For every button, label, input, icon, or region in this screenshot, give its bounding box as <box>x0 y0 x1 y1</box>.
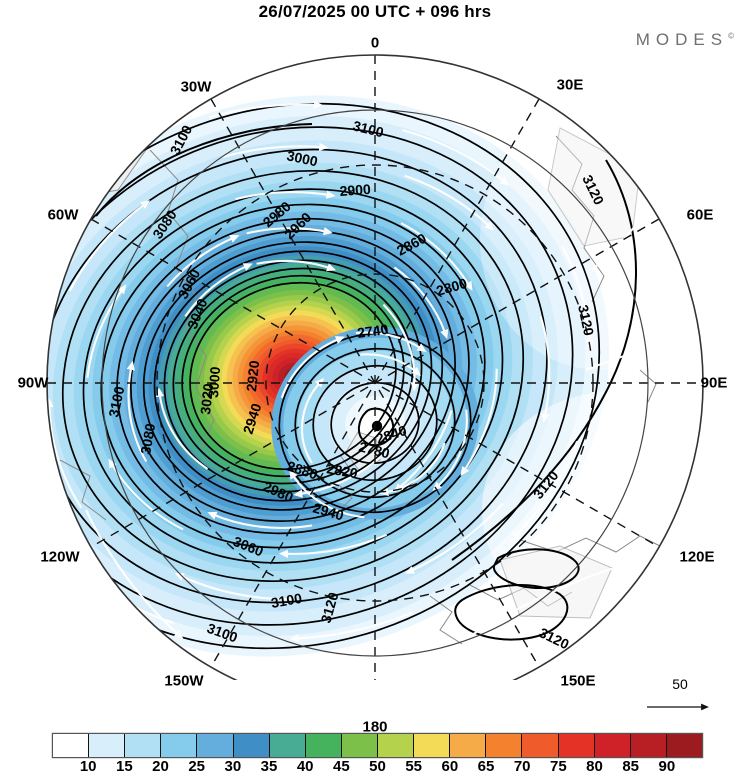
height-contours <box>47 102 637 650</box>
lon-label-0: 0 <box>370 34 380 52</box>
lon-label-90e: 90E <box>700 374 728 392</box>
colorbar-cell-17 <box>666 734 702 757</box>
colorbar-cell-6 <box>269 734 306 757</box>
colorbar <box>52 733 703 758</box>
colorbar-cell-4 <box>197 734 234 757</box>
colorbar-ticks: 10 15 20 25 30 35 40 45 50 55 60 65 70 75 80 85 90 <box>0 758 750 780</box>
lon-label-120w: 120W <box>40 548 80 566</box>
lon-label-90w: 90W <box>17 374 49 392</box>
colorbar-tick-15: 15 <box>115 758 133 775</box>
colorbar-cell-15 <box>594 734 631 757</box>
lon-label-30e: 30E <box>556 76 584 94</box>
colorbar-cell-3 <box>161 734 198 757</box>
modes-logo: MODES© <box>636 30 734 50</box>
lon-label-60e: 60E <box>686 206 714 224</box>
lon-label-150w: 150W <box>164 672 204 690</box>
colorbar-cell-5 <box>233 734 270 757</box>
low-center-dot <box>371 420 383 432</box>
colorbar-tick-55: 55 <box>405 758 422 775</box>
colorbar-cell-0 <box>53 734 90 757</box>
colorbar-cell-2 <box>125 734 162 757</box>
colorbar-tick-80: 80 <box>586 758 603 775</box>
colorbar-tick-20: 20 <box>152 758 169 775</box>
colorbar-cell-7 <box>305 734 342 757</box>
colorbar-cell-9 <box>377 734 415 757</box>
vector-scale-legend: 50 <box>645 676 715 716</box>
colorbar-cell-12 <box>486 734 523 757</box>
colorbar-tick-75: 75 <box>549 758 567 775</box>
colorbar-tick-65: 65 <box>477 758 495 775</box>
colorbar-cell-10 <box>414 734 451 757</box>
copyright-mark: © <box>728 31 734 41</box>
colorbar-cell-8 <box>341 734 378 757</box>
colorbar-tick-50: 50 <box>369 758 386 775</box>
latitude-circles <box>156 164 594 602</box>
vector-scale-arrow <box>647 703 709 711</box>
colorbar-tick-90: 90 <box>658 758 676 775</box>
colorbar-tick-35: 35 <box>260 758 278 775</box>
colorbar-tick-85: 85 <box>622 758 639 775</box>
page-title: 26/07/2025 00 UTC + 096 hrs <box>258 2 492 21</box>
colorbar-cell-13 <box>522 734 559 757</box>
vector-scale-label: 50 <box>672 676 688 692</box>
colorbar-tick-60: 60 <box>441 758 459 775</box>
colorbar-cell-11 <box>450 734 487 757</box>
lon-label-60w: 60W <box>47 206 79 224</box>
polar-map-plot <box>0 40 750 712</box>
lon-label-150e: 150E <box>560 672 596 690</box>
colorbar-cell-1 <box>89 734 126 757</box>
latitude-circle-outer <box>101 109 649 657</box>
polar-map-svg <box>46 54 704 712</box>
lon-label-120e: 120E <box>679 548 715 566</box>
colorbar-tick-40: 40 <box>296 758 314 775</box>
lon-label-30w: 30W <box>180 78 212 96</box>
lon-label-180: 180 <box>362 718 388 736</box>
colorbar-tick-70: 70 <box>513 758 531 775</box>
wind-streamlines <box>47 100 693 681</box>
brand-text: MODES <box>635 30 729 49</box>
colorbar-cell-16 <box>630 734 667 757</box>
colorbar-cell-14 <box>558 734 595 757</box>
colorbar-tick-30: 30 <box>224 758 242 775</box>
colorbar-tick-25: 25 <box>188 758 205 775</box>
colorbar-tick-10: 10 <box>79 758 97 775</box>
colorbar-tick-45: 45 <box>332 758 350 775</box>
